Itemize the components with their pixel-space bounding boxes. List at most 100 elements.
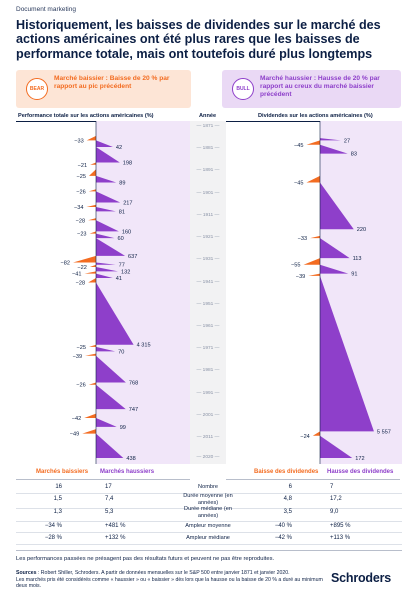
table-cell: +113 % (330, 535, 351, 541)
table-row-divider (16, 493, 402, 494)
bull-market-bar (320, 238, 350, 259)
bear-market-bar (84, 413, 96, 419)
data-label: 198 (123, 161, 132, 167)
table-cell: +132 % (105, 535, 126, 541)
data-label: −55 (291, 263, 301, 269)
year-tick-label: — 1951 — (196, 301, 220, 307)
bear-market-bar (88, 278, 96, 283)
table-header-bull-markets: Marchés haussiers (100, 469, 155, 475)
bull-zone-band (96, 121, 190, 464)
data-label: 113 (353, 256, 362, 262)
bear-market-bar (310, 235, 320, 239)
year-tick-label: — 1941 — (196, 279, 220, 285)
table-row-label: Ampleur médiane (186, 535, 230, 541)
table-cell: 5,3 (105, 509, 114, 515)
legend-bull-label: Marché haussier : Hausse de 20 % par rap… (260, 75, 380, 99)
table-cell: 3,5 (283, 509, 292, 515)
table-row-divider (16, 544, 402, 545)
bull-market-bar (96, 433, 124, 458)
table-cell: 16 (55, 484, 62, 490)
table-row-label: Ampleur moyenne (185, 523, 231, 529)
table-cell: 7,4 (105, 496, 114, 502)
bear-icon-text: BEAR (29, 86, 45, 92)
bull-market-bar (96, 238, 126, 256)
year-tick-label: — 1961 — (196, 323, 220, 329)
year-tick-label: — 1871 — (196, 124, 220, 129)
year-tick-label: — 1921 — (196, 235, 220, 241)
schroders-logo: Schroders (331, 571, 392, 585)
data-label: 81 (119, 209, 125, 215)
data-label: −39 (73, 354, 83, 360)
table-cell: 4,8 (283, 496, 292, 502)
legend-bull-box: BULL Marché haussier : Hausse de 20 % pa… (222, 70, 401, 108)
bull-market-bar (320, 435, 353, 458)
bear-market-bar (88, 382, 96, 385)
document-tag: Document marketing (16, 6, 76, 13)
data-label: −26 (76, 383, 86, 389)
sources-label: Sources (16, 570, 37, 576)
data-label: 77 (119, 263, 125, 269)
bull-market-bar (96, 355, 126, 383)
data-label: 27 (344, 138, 350, 144)
data-label: −45 (294, 143, 304, 149)
data-label: 42 (116, 145, 122, 151)
bear-market-bar (88, 218, 96, 221)
data-label: 4 315 (137, 343, 151, 349)
data-label: 160 (122, 229, 131, 235)
bull-market-bar (96, 146, 120, 163)
data-label: −24 (300, 434, 310, 440)
bull-market-bar (96, 418, 117, 427)
bear-market-bar (303, 258, 320, 265)
data-label: 637 (128, 254, 137, 260)
table-cell: −34 % (44, 523, 62, 529)
year-axis-band (190, 121, 226, 464)
table-cell: 6 (288, 484, 292, 490)
data-label: −41 (72, 272, 82, 278)
data-label: 89 (119, 181, 125, 187)
header-rule-right (226, 121, 400, 122)
bull-market-bar (96, 266, 118, 272)
data-label: −39 (296, 274, 306, 280)
data-label: −82 (61, 261, 71, 267)
data-label: 220 (357, 227, 366, 233)
data-label: −34 (74, 205, 84, 211)
data-label: 217 (123, 201, 132, 207)
performance-chart: −33 42 198 −21 −25 89 −26 217 −34 81 −28 160 −23 60 63… (61, 121, 190, 464)
data-label: −28 (76, 218, 86, 224)
page-title: Historiquement, les baisses de dividende… (16, 18, 381, 61)
bear-market-bar (306, 175, 320, 183)
bear-market-bar (85, 353, 96, 356)
bear-market-bar (82, 429, 96, 434)
table-rule-right (226, 479, 400, 480)
sources-text: : Robert Shiller, Schroders. A partir de… (36, 570, 290, 576)
table-cell: +895 % (330, 523, 351, 529)
bull-market-bar (96, 206, 116, 212)
bear-market-bar (73, 255, 96, 263)
table-header-bear-markets: Marchés baissiers (36, 469, 89, 475)
legend-bear-label: Marché baissier : Baisse de 20 % par rap… (54, 75, 170, 91)
bear-market-bar (90, 162, 96, 165)
data-label: −28 (76, 281, 86, 287)
data-label: −22 (77, 265, 87, 271)
legend-bear-box: BEAR Marché baissier : Baisse de 20 % pa… (16, 70, 191, 108)
bull-market-bar (320, 264, 349, 274)
bull-market-bar (96, 140, 113, 147)
dividend-chart: 27 −45 83 −45 220 −33 113 −55 91 −39 5 557 −24 172 (291, 121, 402, 464)
table-header-dividend-cuts: Baisse des dividendes (254, 469, 319, 475)
data-label: −49 (70, 432, 80, 438)
year-tick-label: — 1911 — (196, 212, 220, 218)
bull-market-bar (96, 273, 113, 279)
bull-market-bar (96, 175, 117, 183)
table-row-label: Nombre (198, 484, 218, 490)
methodology-note: Les marchés pris été considérés comme « … (16, 577, 323, 589)
year-tick-label: — 2001 — (196, 412, 220, 418)
data-label: 438 (126, 456, 135, 462)
data-label: 5 557 (377, 429, 391, 435)
left-chart-header: Performance totale sur les actions améri… (18, 113, 154, 119)
table-cell: 17 (105, 484, 112, 490)
data-label: −26 (76, 189, 86, 195)
data-label: −42 (72, 416, 82, 422)
bull-icon-text: BULL (236, 86, 250, 92)
bull-market-bar (96, 384, 126, 410)
data-label: 747 (129, 407, 138, 413)
